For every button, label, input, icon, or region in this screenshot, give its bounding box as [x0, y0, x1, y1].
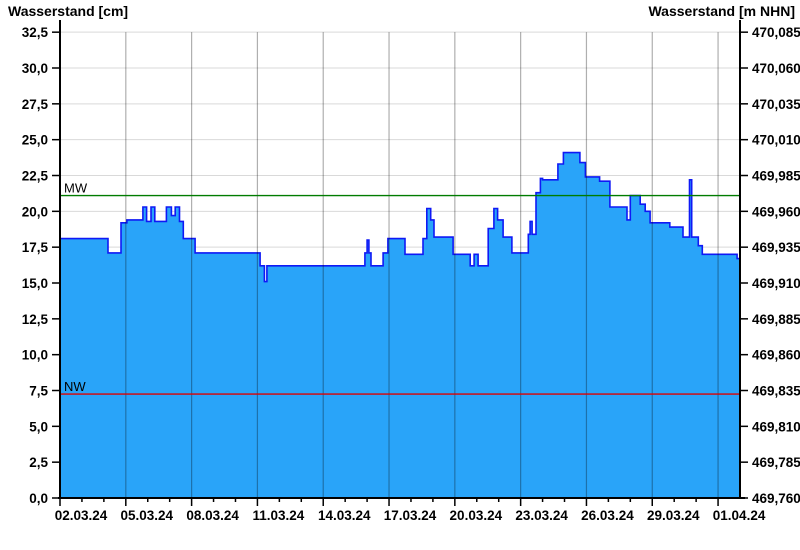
- y-tick-labels-right: 469,760 469,785 469,810 469,835 469,860 469,8…: [752, 25, 800, 506]
- nw-label: NW: [64, 379, 86, 394]
- svg-text:17,5: 17,5: [22, 240, 49, 255]
- y-tick-labels-left: 0,0 2,5 5,0 7,5 10,0 12,5 15,0 17,5 20,0 22,5 25,0…: [22, 25, 49, 506]
- svg-text:26.03.24: 26.03.24: [581, 508, 634, 523]
- svg-text:470,010: 470,010: [752, 133, 800, 148]
- tick-marks: [52, 31, 748, 506]
- svg-text:14.03.24: 14.03.24: [318, 508, 371, 523]
- svg-text:20.03.24: 20.03.24: [450, 508, 503, 523]
- svg-text:08.03.24: 08.03.24: [186, 508, 239, 523]
- svg-text:470,060: 470,060: [752, 61, 800, 76]
- svg-text:469,985: 469,985: [752, 169, 800, 184]
- svg-text:23.03.24: 23.03.24: [515, 508, 568, 523]
- area-series: [59, 151, 741, 499]
- svg-text:470,035: 470,035: [752, 97, 800, 112]
- mw-label: MW: [64, 181, 88, 196]
- svg-text:0,0: 0,0: [29, 491, 48, 506]
- svg-text:469,885: 469,885: [752, 312, 800, 327]
- svg-text:469,960: 469,960: [752, 204, 800, 219]
- svg-text:10,0: 10,0: [22, 348, 48, 363]
- svg-text:05.03.24: 05.03.24: [121, 508, 174, 523]
- svg-text:20,0: 20,0: [22, 204, 48, 219]
- svg-text:29.03.24: 29.03.24: [647, 508, 700, 523]
- svg-text:469,935: 469,935: [752, 240, 800, 255]
- svg-text:32,5: 32,5: [22, 25, 49, 40]
- svg-text:02.03.24: 02.03.24: [55, 508, 108, 523]
- svg-text:469,835: 469,835: [752, 384, 800, 399]
- svg-text:469,810: 469,810: [752, 419, 800, 434]
- svg-text:7,5: 7,5: [29, 384, 48, 399]
- svg-text:25,0: 25,0: [22, 133, 48, 148]
- svg-text:30,0: 30,0: [22, 61, 48, 76]
- svg-text:469,760: 469,760: [752, 491, 800, 506]
- svg-text:469,910: 469,910: [752, 276, 800, 291]
- svg-text:2,5: 2,5: [29, 455, 48, 470]
- right-axis-title: Wasserstand [m NHN]: [648, 3, 795, 19]
- left-axis-title: Wasserstand [cm]: [8, 3, 129, 19]
- svg-text:470,085: 470,085: [752, 25, 800, 40]
- svg-text:01.04.24: 01.04.24: [713, 508, 766, 523]
- svg-text:5,0: 5,0: [29, 419, 48, 434]
- svg-text:469,860: 469,860: [752, 348, 800, 363]
- svg-text:17.03.24: 17.03.24: [384, 508, 437, 523]
- svg-text:27,5: 27,5: [22, 97, 49, 112]
- vertical-gridlines: [125, 32, 719, 498]
- svg-text:15,0: 15,0: [22, 276, 48, 291]
- svg-text:11.03.24: 11.03.24: [253, 508, 305, 523]
- svg-text:469,785: 469,785: [752, 455, 800, 470]
- svg-text:12,5: 12,5: [22, 312, 49, 327]
- svg-text:22,5: 22,5: [22, 169, 49, 184]
- x-tick-labels: 02.03.24 05.03.24 08.03.24 11.03.24 14.03.24…: [55, 508, 766, 523]
